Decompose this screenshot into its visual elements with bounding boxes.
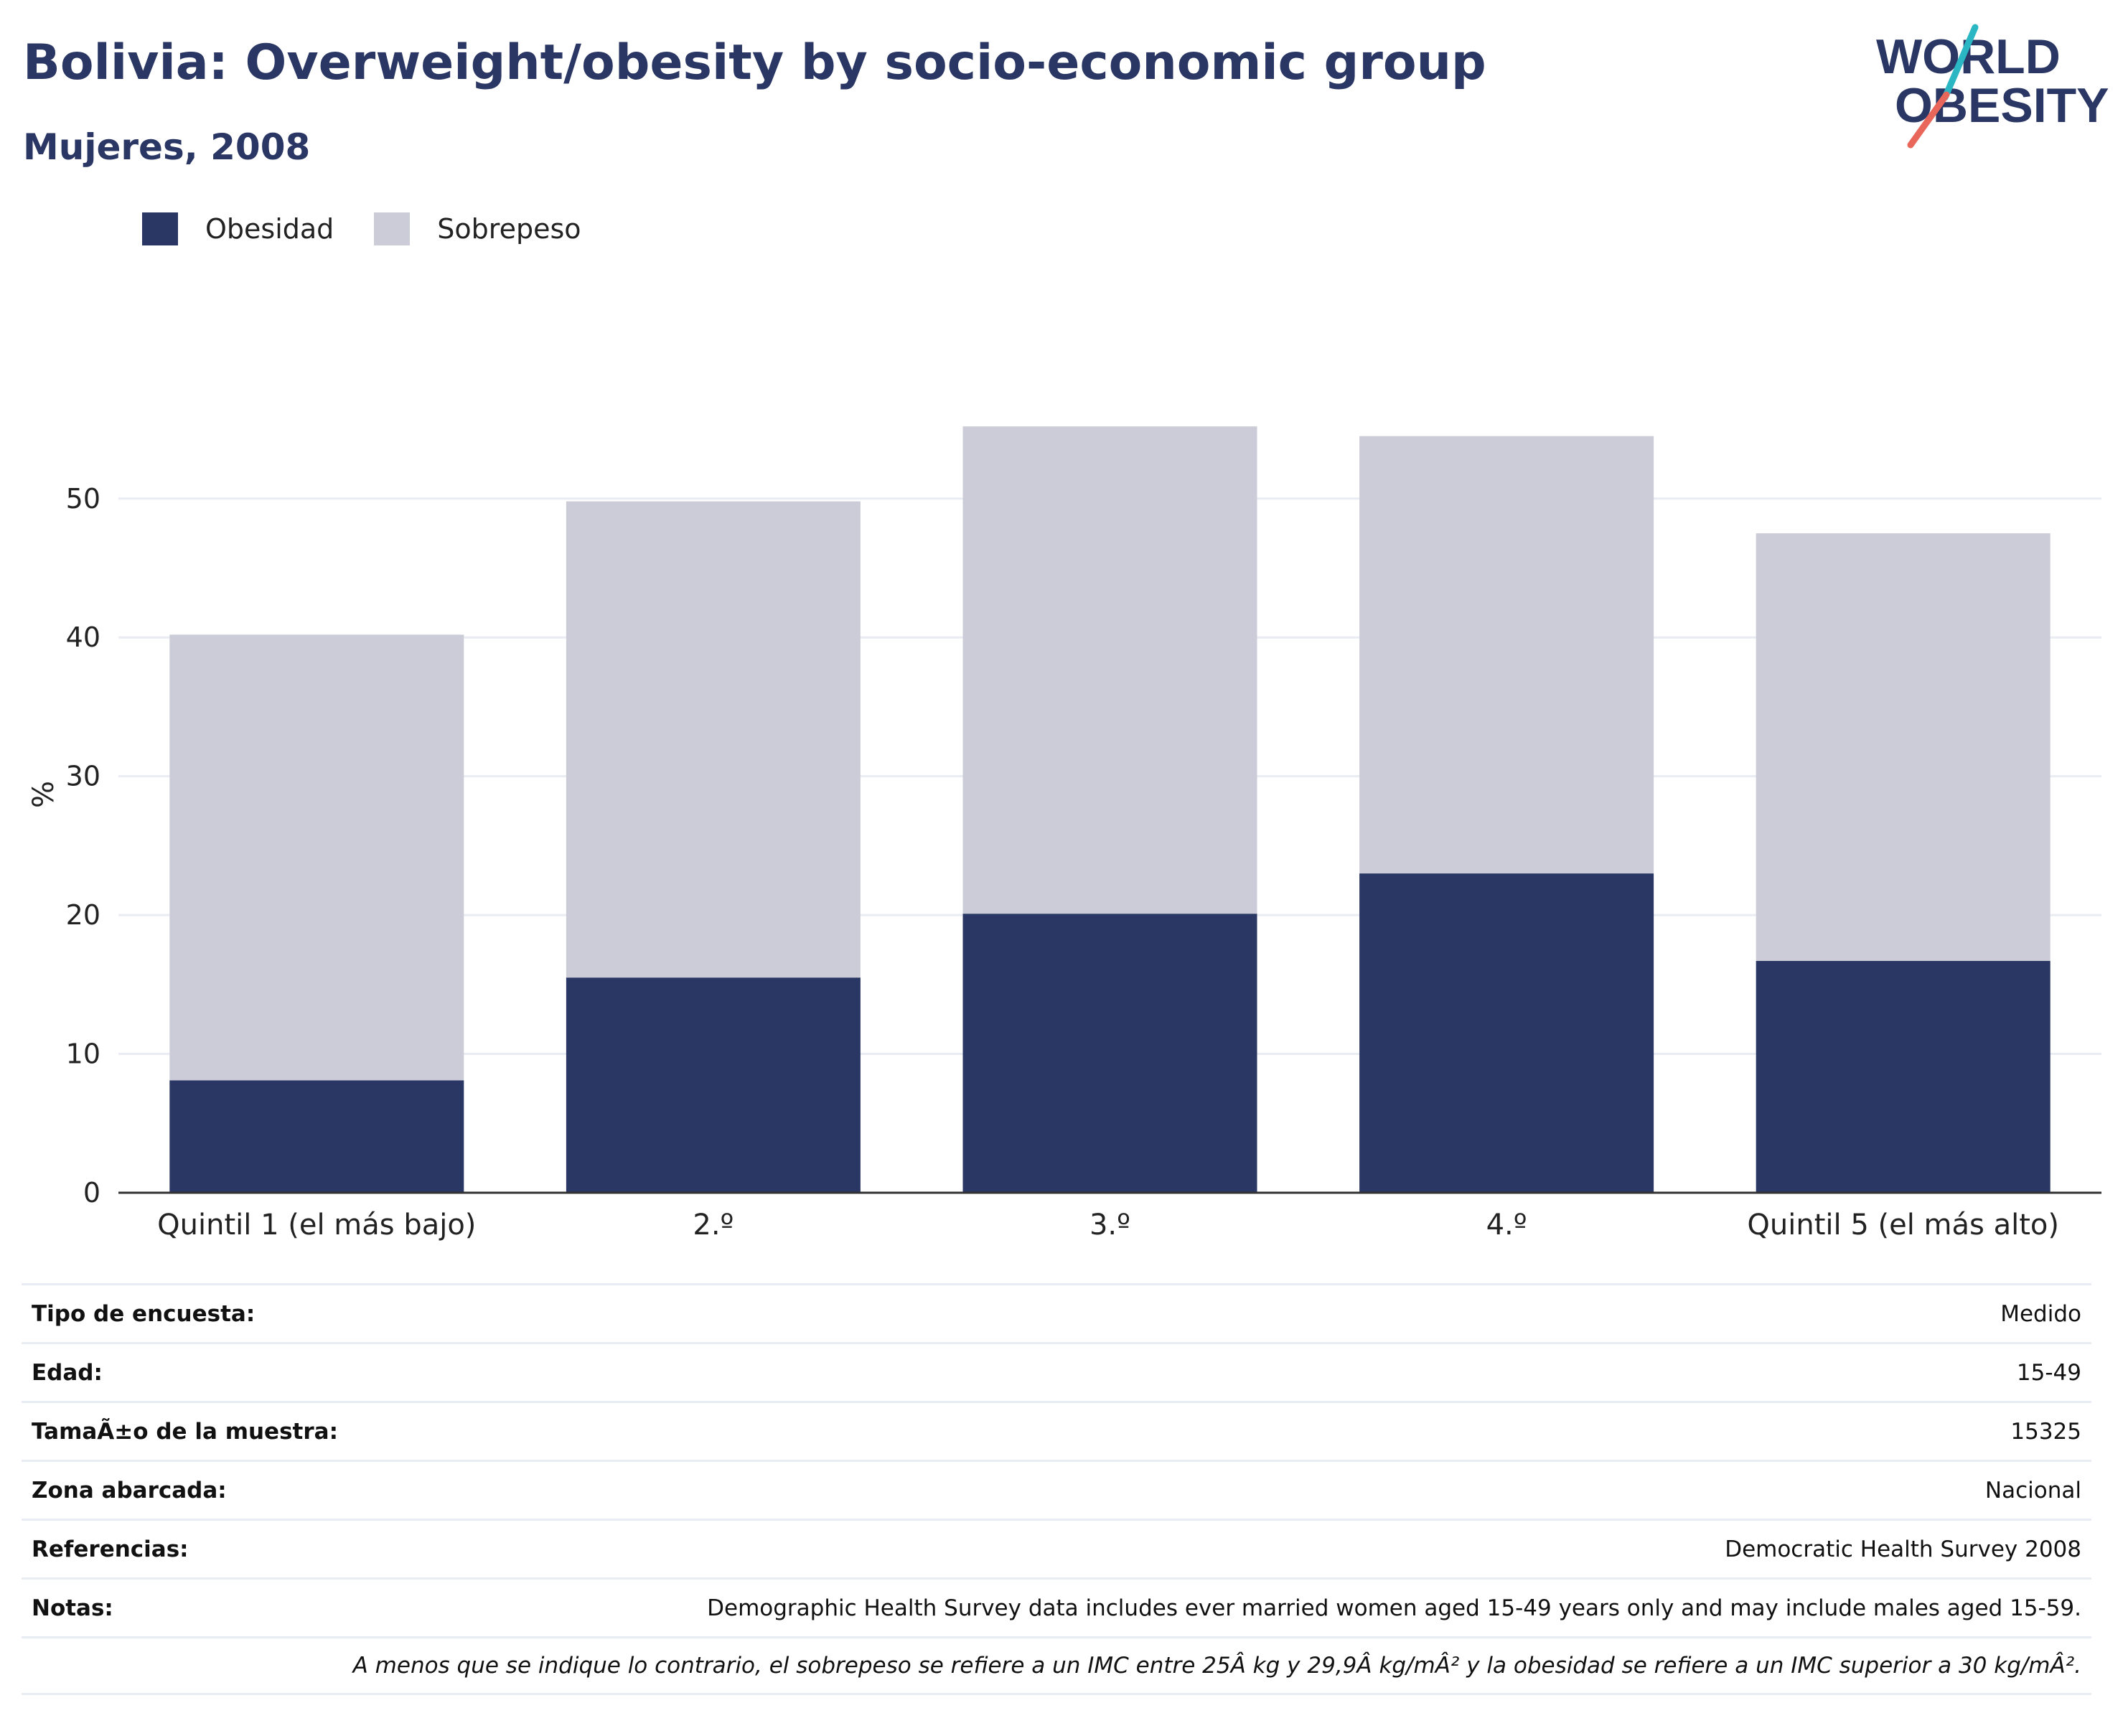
legend-swatch-obesidad — [142, 212, 178, 245]
logo-text-obesity: OBESITY — [1895, 78, 2109, 133]
y-tick-label: 20 — [66, 899, 100, 931]
legend-swatch-sobrepeso — [374, 212, 411, 245]
chart-legend: Obesidad Sobrepeso — [142, 212, 622, 245]
x-tick-label: 4.º — [1486, 1209, 1527, 1242]
y-tick-label: 50 — [66, 483, 100, 515]
x-tick-label: Quintil 1 (el más bajo) — [157, 1209, 476, 1242]
footnote: A menos que se indique lo contrario, el … — [352, 1653, 2081, 1679]
metadata-row-footnote: A menos que se indique lo contrario, el … — [22, 1636, 2091, 1695]
bar-obesidad — [566, 977, 861, 1193]
world-obesity-logo: WORLD OBESITY — [1876, 24, 2109, 149]
logo-slash-bottom — [1907, 91, 1950, 149]
metadata-value: Medido — [2000, 1300, 2081, 1327]
legend-item-obesidad[interactable]: Obesidad — [142, 212, 334, 245]
legend-label-sobrepeso: Sobrepeso — [437, 213, 581, 245]
bar-sobrepeso — [566, 501, 861, 978]
legend-label-obesidad: Obesidad — [205, 213, 334, 245]
metadata-row-area: Zona abarcada: Nacional — [22, 1460, 2091, 1519]
bar-sobrepeso — [169, 634, 464, 1081]
metadata-row-age: Edad: 15-49 — [22, 1342, 2091, 1401]
x-tick-label: Quintil 5 (el más alto) — [1747, 1209, 2059, 1242]
bar-obesidad — [962, 914, 1257, 1193]
metadata-value: Demographic Health Survey data includes … — [707, 1595, 2081, 1621]
x-tick-label: 3.º — [1089, 1209, 1130, 1242]
metadata-key: Referencias: — [32, 1536, 189, 1562]
legend-item-sobrepeso[interactable]: Sobrepeso — [374, 212, 581, 245]
y-tick-label: 10 — [66, 1038, 100, 1070]
y-tick-label: 0 — [83, 1177, 100, 1209]
metadata-value: 15-49 — [2016, 1359, 2081, 1386]
metadata-key: Edad: — [32, 1359, 103, 1386]
metadata-row-sample-size: TamaÃ±o de la muestra: 15325 — [22, 1401, 2091, 1460]
bar-sobrepeso — [1756, 533, 2051, 961]
bar-obesidad — [1756, 960, 2051, 1193]
page-subtitle: Mujeres, 2008 — [23, 126, 311, 168]
metadata-row-survey-type: Tipo de encuesta: Medido — [22, 1283, 2091, 1342]
y-tick-label: 30 — [66, 761, 100, 792]
bar-sobrepeso — [962, 426, 1257, 914]
x-tick-label: 2.º — [693, 1209, 734, 1242]
y-axis-label: % — [27, 781, 60, 808]
metadata-row-notes: Notas: Demographic Health Survey data in… — [22, 1577, 2091, 1636]
metadata-table: Tipo de encuesta: Medido Edad: 15-49 Tam… — [22, 1283, 2091, 1695]
metadata-value: 15325 — [2010, 1418, 2081, 1445]
metadata-key: Zona abarcada: — [32, 1477, 227, 1503]
bar-obesidad — [1359, 873, 1654, 1193]
metadata-key: Notas: — [32, 1595, 113, 1621]
bar-obesidad — [169, 1080, 464, 1193]
stacked-bar-chart: 0 10 20 30 40 50% Quintil 1 (el más bajo) 2.º 3.… — [27, 426, 2101, 1242]
metadata-value: Nacional — [1984, 1477, 2081, 1503]
bar-sobrepeso — [1359, 436, 1654, 874]
page-title: Bolivia: Overweight/obesity by socio-eco… — [23, 34, 1486, 91]
metadata-row-references: Referencias: Democratic Health Survey 20… — [22, 1519, 2091, 1577]
y-tick-label: 40 — [66, 621, 100, 653]
metadata-key: TamaÃ±o de la muestra: — [32, 1418, 338, 1445]
metadata-key: Tipo de encuesta: — [32, 1300, 256, 1327]
metadata-value: Democratic Health Survey 2008 — [1725, 1536, 2081, 1562]
logo-slash-top — [1941, 24, 1979, 101]
